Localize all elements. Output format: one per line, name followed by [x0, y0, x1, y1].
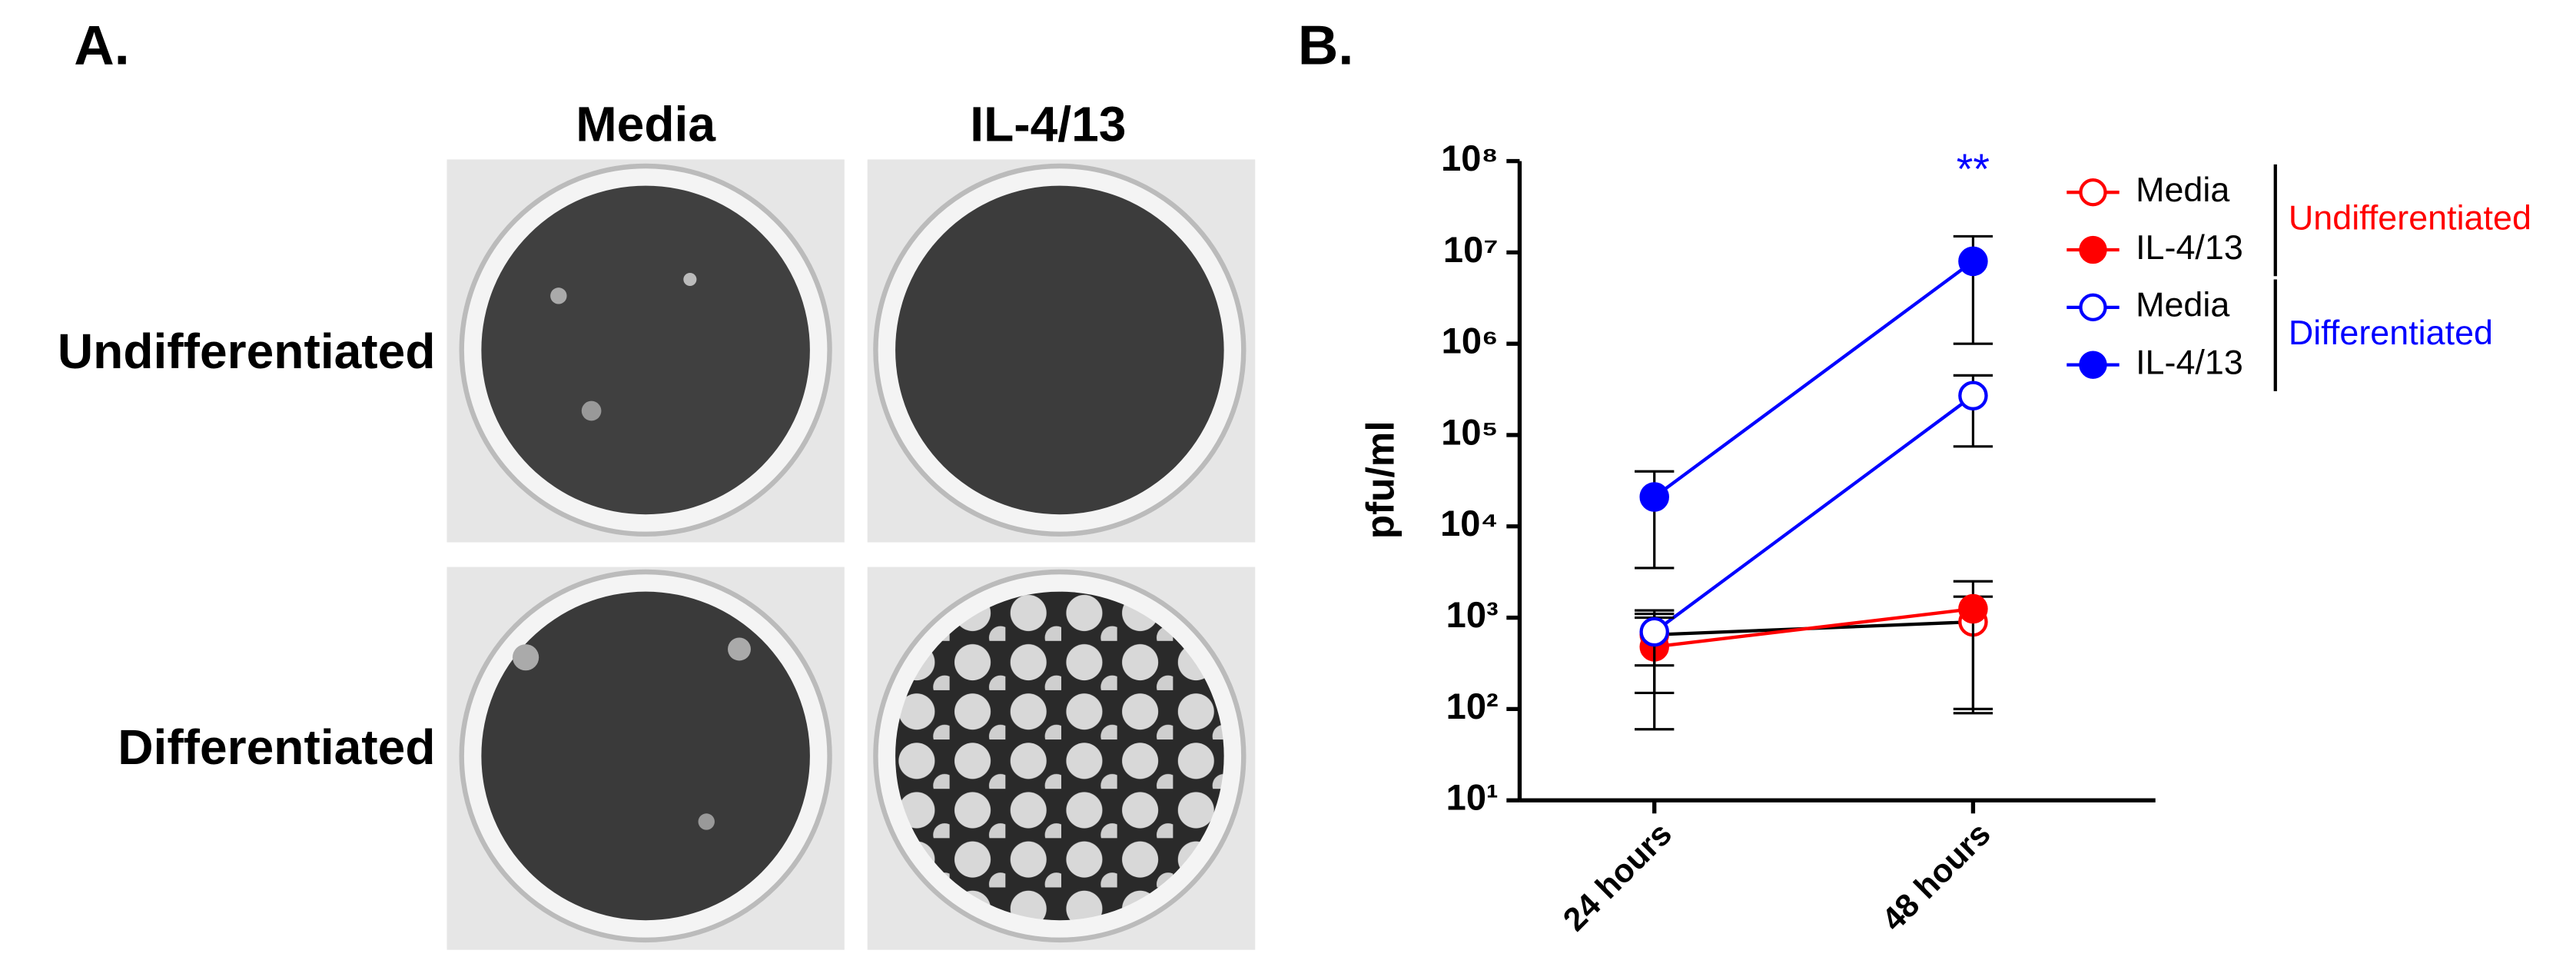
x-tick-label: 24 hours	[1556, 816, 1679, 939]
series-line	[1653, 394, 1974, 633]
legend-label: IL-4/13	[2136, 228, 2243, 267]
data-point	[1958, 246, 1988, 277]
y-tick-label: 10²	[1446, 686, 1499, 726]
y-tick-label: 10⁷	[1443, 229, 1499, 270]
legend-label: IL-4/13	[2136, 343, 2243, 382]
row-label: Differentiated	[118, 719, 435, 775]
well-photo	[446, 159, 845, 543]
legend-marker	[2079, 235, 2107, 264]
y-tick-label: 10⁴	[1440, 503, 1499, 543]
y-axis-label: pfu/ml	[1359, 420, 1403, 539]
legend-label: Media	[2136, 170, 2229, 209]
legend-marker	[2079, 351, 2107, 379]
legend-label: Media	[2136, 285, 2229, 324]
y-tick-label: 10¹	[1446, 777, 1499, 818]
data-point	[1639, 482, 1669, 512]
well-photo	[446, 567, 845, 950]
significance-marker: **	[1957, 145, 1990, 193]
y-tick-label: 10⁵	[1441, 411, 1498, 452]
legend-marker	[2079, 293, 2107, 322]
column-label: IL-4/13	[970, 97, 1126, 152]
y-tick-label: 10⁸	[1441, 138, 1499, 178]
legend-group-label: Differentiated	[2289, 313, 2493, 352]
data-point	[1958, 380, 1988, 410]
series-line	[1653, 260, 1974, 499]
panel-label: B.	[1298, 14, 1354, 76]
legend-marker	[2079, 178, 2107, 207]
y-tick-label: 10³	[1446, 594, 1499, 635]
row-label: Undifferentiated	[58, 324, 436, 379]
data-point	[1639, 616, 1669, 647]
series-line	[1654, 606, 1973, 649]
legend-group-label: Undifferentiated	[2289, 198, 2531, 237]
y-tick-label: 10⁶	[1442, 321, 1499, 361]
well-photo	[867, 159, 1256, 543]
panel-label: A.	[74, 14, 130, 76]
column-label: Media	[576, 97, 716, 152]
x-tick-label: 48 hours	[1875, 816, 1998, 939]
data-point	[1958, 593, 1988, 624]
well-photo	[867, 567, 1256, 950]
